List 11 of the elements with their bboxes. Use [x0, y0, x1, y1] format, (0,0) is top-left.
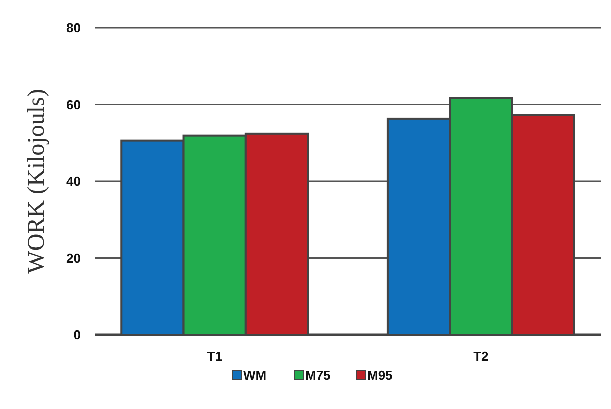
y-tick-label: 60 [66, 97, 81, 112]
y-tick-label: 40 [66, 174, 81, 190]
legend-label: M95 [368, 368, 393, 383]
x-tick-label: T1 [207, 349, 222, 364]
y-axis-title: WORK (Kilojouls) [24, 89, 50, 274]
y-tick-label: 0 [74, 328, 81, 343]
y-tick-label: 80 [66, 20, 81, 36]
legend-label: M75 [306, 368, 331, 383]
y-tick-label: 20 [66, 250, 81, 266]
x-tick-label: T2 [474, 349, 489, 364]
legend-label: WM [244, 368, 267, 383]
